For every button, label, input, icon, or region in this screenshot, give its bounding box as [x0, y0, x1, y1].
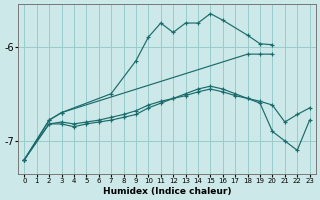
X-axis label: Humidex (Indice chaleur): Humidex (Indice chaleur) [103, 187, 231, 196]
